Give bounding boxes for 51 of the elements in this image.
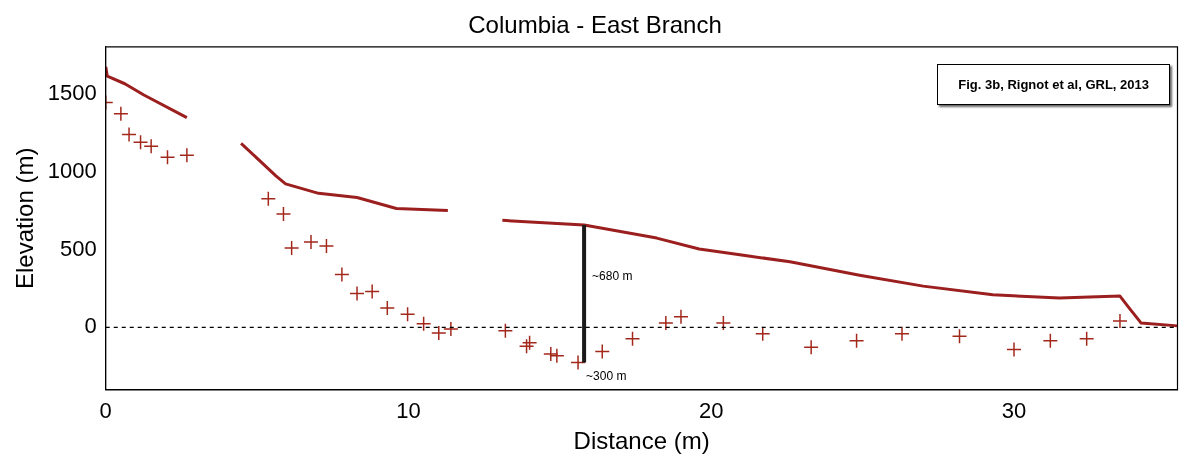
point <box>443 321 459 337</box>
x-axis-title: Distance (m) <box>573 427 710 455</box>
point <box>549 347 565 364</box>
point <box>715 315 732 331</box>
annotation: ~300 m <box>586 368 627 383</box>
point <box>803 339 819 355</box>
point <box>415 315 432 332</box>
point <box>754 326 771 342</box>
point <box>497 323 514 339</box>
point <box>543 346 559 362</box>
annotation: ~680 m <box>592 268 633 283</box>
point <box>349 285 365 302</box>
point <box>121 126 137 143</box>
point <box>179 147 195 163</box>
chart-title: Columbia - East Branch <box>468 11 722 39</box>
point <box>951 328 968 345</box>
point <box>143 138 159 155</box>
point <box>260 190 277 207</box>
y-axis-title: Elevation (m) <box>11 147 39 289</box>
point <box>283 240 300 256</box>
point <box>848 332 865 349</box>
x-tick-label: 30 <box>1001 398 1027 424</box>
point <box>658 315 674 331</box>
y-tick-label: 0 <box>84 313 97 339</box>
point <box>159 149 176 165</box>
x-tick-label: 20 <box>699 398 724 424</box>
note-box: Fig. 3b, Rignot et al, GRL, 2013 <box>937 64 1170 105</box>
point <box>132 134 149 151</box>
point <box>1078 331 1095 347</box>
point <box>431 325 447 341</box>
point <box>303 234 319 250</box>
y-tick-label: 1500 <box>47 79 97 105</box>
point <box>673 308 689 325</box>
point <box>334 266 350 283</box>
point <box>518 338 535 355</box>
point <box>318 238 335 254</box>
point <box>399 306 416 322</box>
point <box>364 283 380 300</box>
point <box>894 326 910 342</box>
point <box>275 206 292 222</box>
point <box>1112 313 1128 329</box>
point <box>521 334 538 351</box>
point <box>1006 341 1022 358</box>
point <box>113 105 129 122</box>
point <box>379 300 396 316</box>
point <box>594 343 611 360</box>
point <box>624 331 641 347</box>
y-tick-label: 1000 <box>47 157 97 183</box>
y-tick-label: 500 <box>60 235 97 261</box>
x-tick-label: 10 <box>396 398 421 424</box>
point <box>1042 332 1059 349</box>
